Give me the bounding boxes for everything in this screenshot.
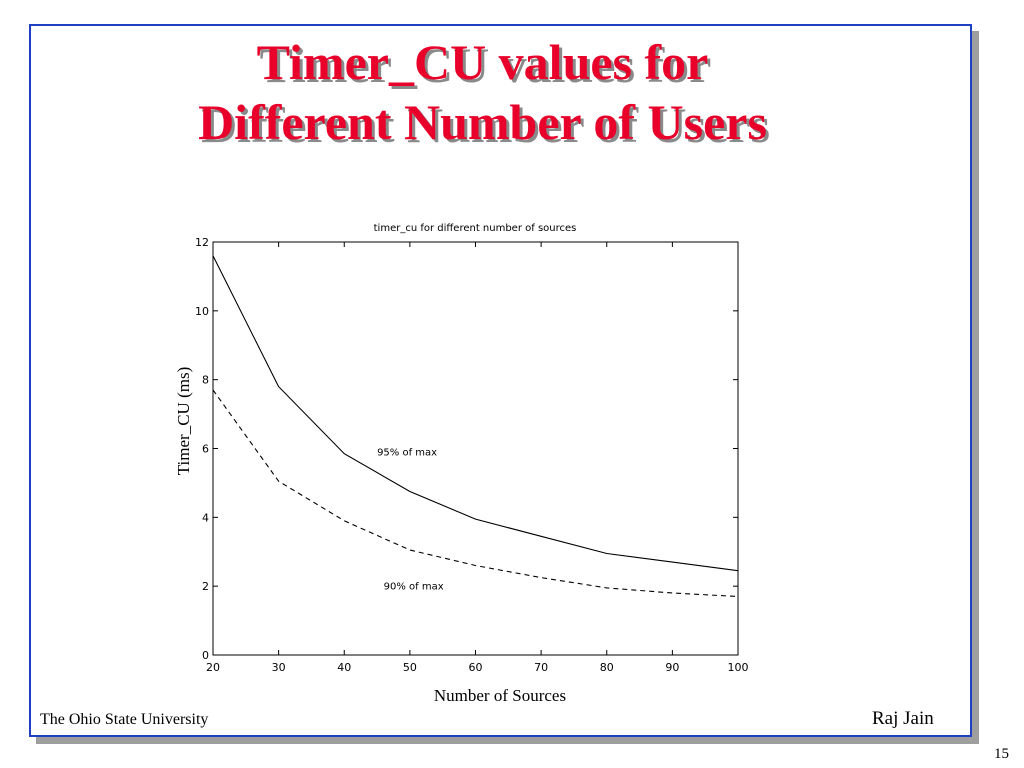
slide-title-line-2: Different Number of Users (198, 94, 767, 150)
footer-author: Raj Jain (872, 708, 934, 729)
x-axis-label: Number of Sources (434, 686, 566, 705)
slide-title: Timer_CU values for Different Number of … (0, 32, 965, 152)
x-tick-label: 90 (665, 661, 679, 674)
x-tick-label: 70 (534, 661, 548, 674)
series-annotation: 95% of max (377, 447, 437, 458)
plot-area-border (212, 241, 739, 656)
page-number: 15 (994, 746, 1009, 762)
slide-frame (29, 24, 972, 737)
y-tick-label: 12 (195, 236, 209, 249)
y-tick-label: 0 (202, 649, 209, 662)
y-tick-label: 2 (202, 580, 209, 593)
x-tick-label: 50 (403, 661, 417, 674)
x-tick-label: 30 (272, 661, 286, 674)
x-tick-label: 40 (337, 661, 351, 674)
x-tick-label: 80 (600, 661, 614, 674)
y-tick-label: 4 (202, 511, 209, 524)
slide-title-line-1: Timer_CU values for (256, 34, 709, 90)
y-tick-label: 8 (202, 374, 209, 387)
series-line-90pct (212, 389, 739, 598)
y-tick-label: 6 (202, 443, 209, 456)
plot-title: timer_cu for different number of sources (374, 223, 577, 234)
x-tick-label: 100 (728, 661, 749, 674)
y-tick-label: 10 (195, 305, 209, 318)
x-tick-label: 60 (469, 661, 483, 674)
x-tick-label: 20 (206, 661, 220, 674)
series-line-95pct (212, 255, 739, 572)
series-annotation: 90% of max (384, 582, 444, 593)
y-axis-label: Timer_CU (ms) (174, 367, 193, 475)
footer-university: The Ohio State University (40, 711, 209, 728)
